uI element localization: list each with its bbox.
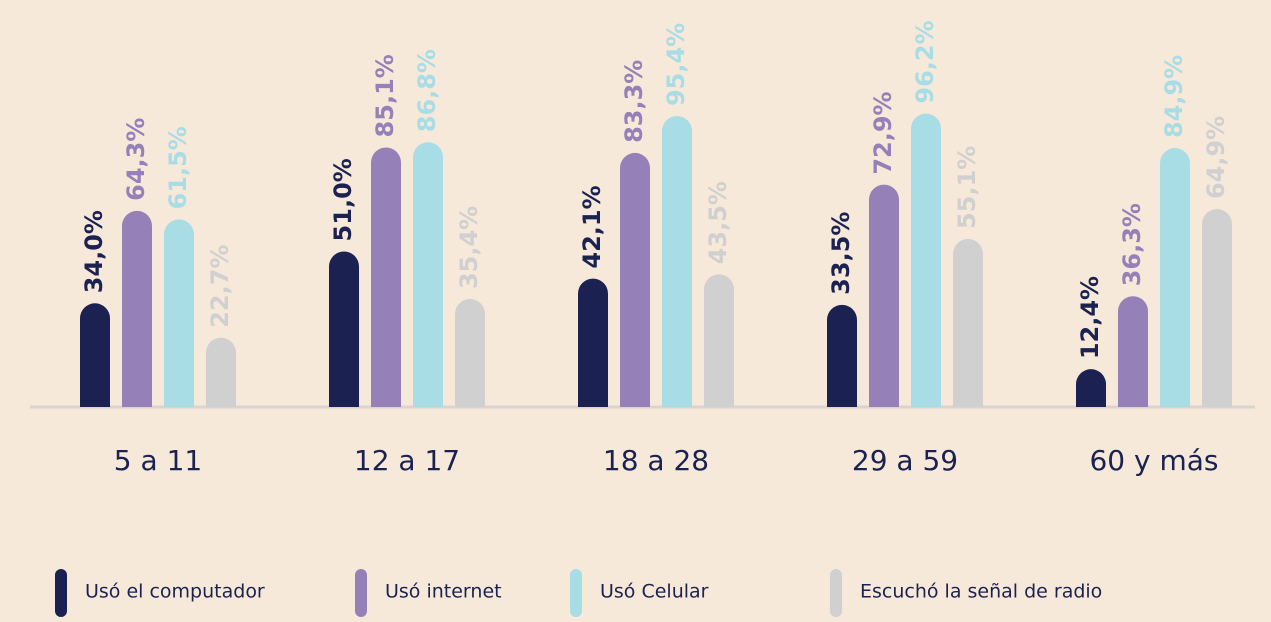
bar (329, 251, 359, 407)
value-label: 64,3% (122, 118, 150, 201)
value-label: 12,4% (1076, 276, 1104, 359)
value-label: 34,0% (80, 210, 108, 293)
x-tick-label: 12 a 17 (354, 444, 460, 477)
value-label: 84,9% (1160, 55, 1188, 138)
value-label: 51,0% (329, 158, 357, 241)
bar (704, 274, 734, 407)
bar (206, 337, 236, 407)
value-label: 64,9% (1202, 116, 1230, 199)
bar (578, 278, 608, 407)
x-tick-label: 5 a 11 (114, 444, 202, 477)
value-label: 35,4% (455, 206, 483, 289)
legend-label: Escuchó la señal de radio (860, 581, 1102, 603)
bar (122, 210, 152, 407)
value-label: 55,1% (953, 146, 981, 229)
bar (827, 304, 857, 407)
legend-label: Usó el computador (85, 581, 265, 603)
bar (1202, 209, 1232, 407)
value-label: 96,2% (911, 20, 939, 103)
value-label: 43,5% (704, 181, 732, 264)
value-label: 36,3% (1118, 203, 1146, 286)
value-label: 72,9% (869, 91, 897, 174)
bar (455, 299, 485, 407)
legend-label: Usó internet (385, 581, 502, 603)
bar (1160, 148, 1190, 408)
bar (953, 238, 984, 407)
value-label: 42,1% (578, 185, 606, 268)
value-label: 85,1% (371, 54, 399, 137)
value-label: 33,5% (827, 212, 855, 295)
value-label: 61,5% (164, 126, 192, 209)
value-label: 22,7% (206, 244, 234, 327)
legend-swatch (830, 569, 842, 617)
value-label: 86,8% (413, 49, 441, 132)
legend-label: Usó Celular (600, 581, 709, 603)
bar (869, 184, 899, 407)
value-label: 95,4% (662, 23, 690, 106)
bar (662, 116, 692, 407)
bar (1076, 369, 1106, 407)
bar (911, 113, 941, 408)
value-label: 83,3% (620, 60, 648, 143)
x-tick-label: 60 y más (1089, 444, 1218, 477)
legend-swatch (570, 569, 582, 617)
legend-swatch (355, 569, 367, 617)
bar (164, 219, 194, 407)
bar (1118, 296, 1148, 407)
bar (413, 142, 443, 407)
x-tick-label: 18 a 28 (603, 444, 709, 477)
bar (371, 147, 401, 408)
bar (80, 303, 110, 407)
x-tick-label: 29 a 59 (852, 444, 958, 477)
bar (620, 152, 650, 407)
legend-swatch (55, 569, 67, 617)
